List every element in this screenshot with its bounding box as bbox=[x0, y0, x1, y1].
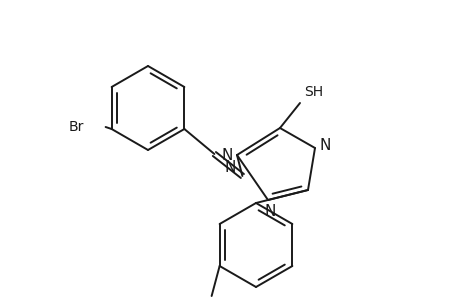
Text: N: N bbox=[221, 148, 232, 163]
Text: N: N bbox=[224, 160, 235, 175]
Text: N: N bbox=[319, 139, 330, 154]
Text: N: N bbox=[264, 205, 275, 220]
Text: Br: Br bbox=[68, 120, 84, 134]
Text: SH: SH bbox=[303, 85, 322, 99]
